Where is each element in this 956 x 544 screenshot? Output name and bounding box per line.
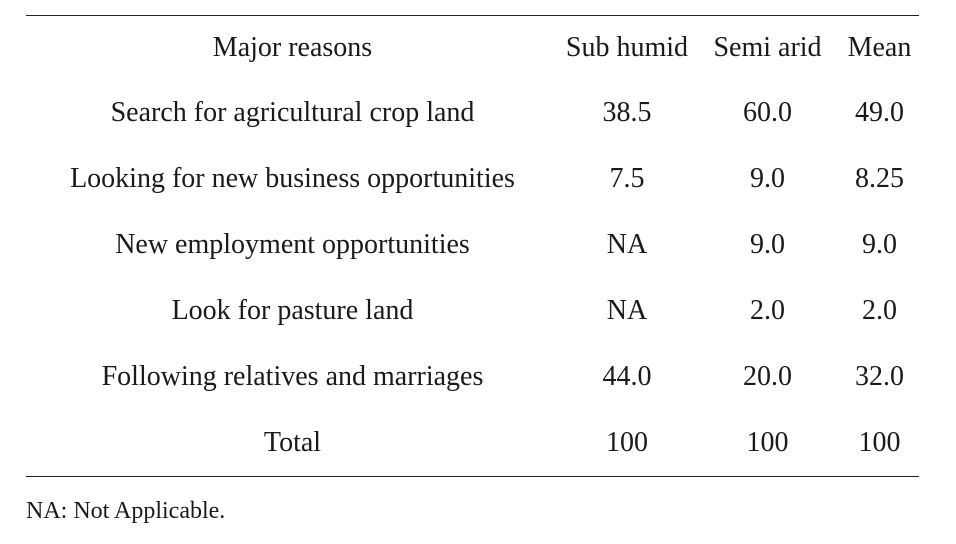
row-semi-arid: 9.0 — [750, 229, 785, 260]
row-sub-humid: 7.5 — [609, 163, 645, 194]
row-sub-humid: NA — [606, 229, 648, 260]
header-major-reasons: Major reasons — [212, 32, 373, 63]
table-top-rule — [26, 15, 919, 16]
row-semi-arid: 2.0 — [750, 295, 785, 326]
row-mean: 8.25 — [855, 163, 904, 194]
row-semi-arid: 20.0 — [743, 361, 792, 392]
header-semi-arid: Semi arid — [713, 32, 822, 63]
row-semi-arid: 9.0 — [750, 163, 785, 194]
row-sub-humid: 100 — [606, 427, 648, 458]
row-reason: Look for pasture land — [171, 295, 414, 326]
row-sub-humid: NA — [606, 295, 648, 326]
row-sub-humid: 38.5 — [602, 97, 652, 128]
row-reason: Search for agricultural crop land — [110, 97, 475, 128]
data-table: Major reasons Sub humid Semi arid Mean S… — [26, 15, 919, 477]
row-mean: 2.0 — [862, 295, 897, 326]
table-body: Search for agricultural crop land 38.5 6… — [26, 80, 919, 476]
table-row: Look for pasture land NA 2.0 2.0 — [26, 278, 919, 344]
row-semi-arid: 60.0 — [743, 97, 792, 128]
row-reason: New employment opportunities — [115, 229, 470, 260]
table-header: Major reasons Sub humid Semi arid Mean — [26, 16, 919, 80]
row-semi-arid: 100 — [746, 427, 789, 458]
table-bottom-rule — [26, 476, 919, 477]
row-sub-humid: 44.0 — [602, 361, 652, 392]
header-mean: Mean — [847, 32, 912, 63]
row-mean: 9.0 — [862, 229, 897, 260]
row-reason: Following relatives and marriages — [101, 361, 484, 392]
row-mean: 49.0 — [855, 97, 904, 128]
row-mean: 100 — [858, 427, 901, 458]
table-row: Looking for new business opportunities 7… — [26, 146, 919, 212]
table-row: New employment opportunities NA 9.0 9.0 — [26, 212, 919, 278]
row-mean: 32.0 — [855, 361, 904, 392]
header-sub-humid: Sub humid — [565, 32, 689, 63]
table-footnote: NA: Not Applicable. — [26, 498, 226, 524]
table-row-total: Total 100 100 100 — [26, 410, 919, 476]
row-reason: Looking for new business opportunities — [70, 163, 515, 194]
table-row: Following relatives and marriages 44.0 2… — [26, 344, 919, 410]
table-row: Search for agricultural crop land 38.5 6… — [26, 80, 919, 146]
reasons-table: Major reasons Sub humid Semi arid Mean S… — [26, 16, 919, 476]
row-reason: Total — [263, 427, 322, 458]
header-row: Major reasons Sub humid Semi arid Mean — [26, 16, 919, 80]
